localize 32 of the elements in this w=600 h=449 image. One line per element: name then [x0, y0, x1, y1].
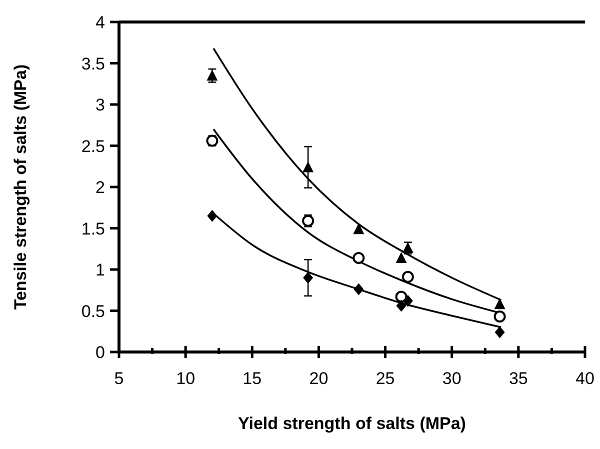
x-axis-title: Yield strength of salts (MPa) [238, 414, 466, 433]
x-tick-label: 10 [176, 369, 196, 388]
point [354, 283, 364, 296]
y-tick-label: 1.5 [81, 219, 105, 238]
point [402, 294, 413, 307]
y-tick-label: 4 [96, 13, 105, 32]
point [494, 298, 506, 310]
y-tick-label: 2.5 [81, 136, 105, 156]
x-tick-label: 35 [508, 369, 528, 388]
x-tick-label: 15 [242, 369, 262, 388]
point [494, 310, 506, 323]
y-tick-label: 2 [96, 178, 105, 197]
point [494, 326, 505, 338]
x-tick-label: 40 [576, 369, 594, 388]
point [207, 210, 218, 222]
x-tick-label: 30 [442, 369, 462, 388]
point [353, 223, 364, 234]
y-tick-label: 0.5 [81, 302, 105, 321]
x-tick-label: 25 [376, 369, 395, 388]
point [303, 272, 314, 284]
x-tick-label: 20 [309, 369, 328, 388]
y-tick-label: 1 [96, 260, 105, 280]
y-tick-label: 0 [96, 343, 105, 362]
point [302, 161, 314, 172]
point [396, 252, 407, 263]
x-tick-label: 5 [114, 369, 124, 388]
point [402, 270, 414, 283]
point [396, 300, 406, 312]
y-tick-label: 3.5 [81, 54, 105, 74]
point [352, 252, 365, 264]
y-tick-label: 3 [96, 96, 105, 114]
y-axis-title: Tensile strength of salts (MPa) [11, 64, 30, 310]
